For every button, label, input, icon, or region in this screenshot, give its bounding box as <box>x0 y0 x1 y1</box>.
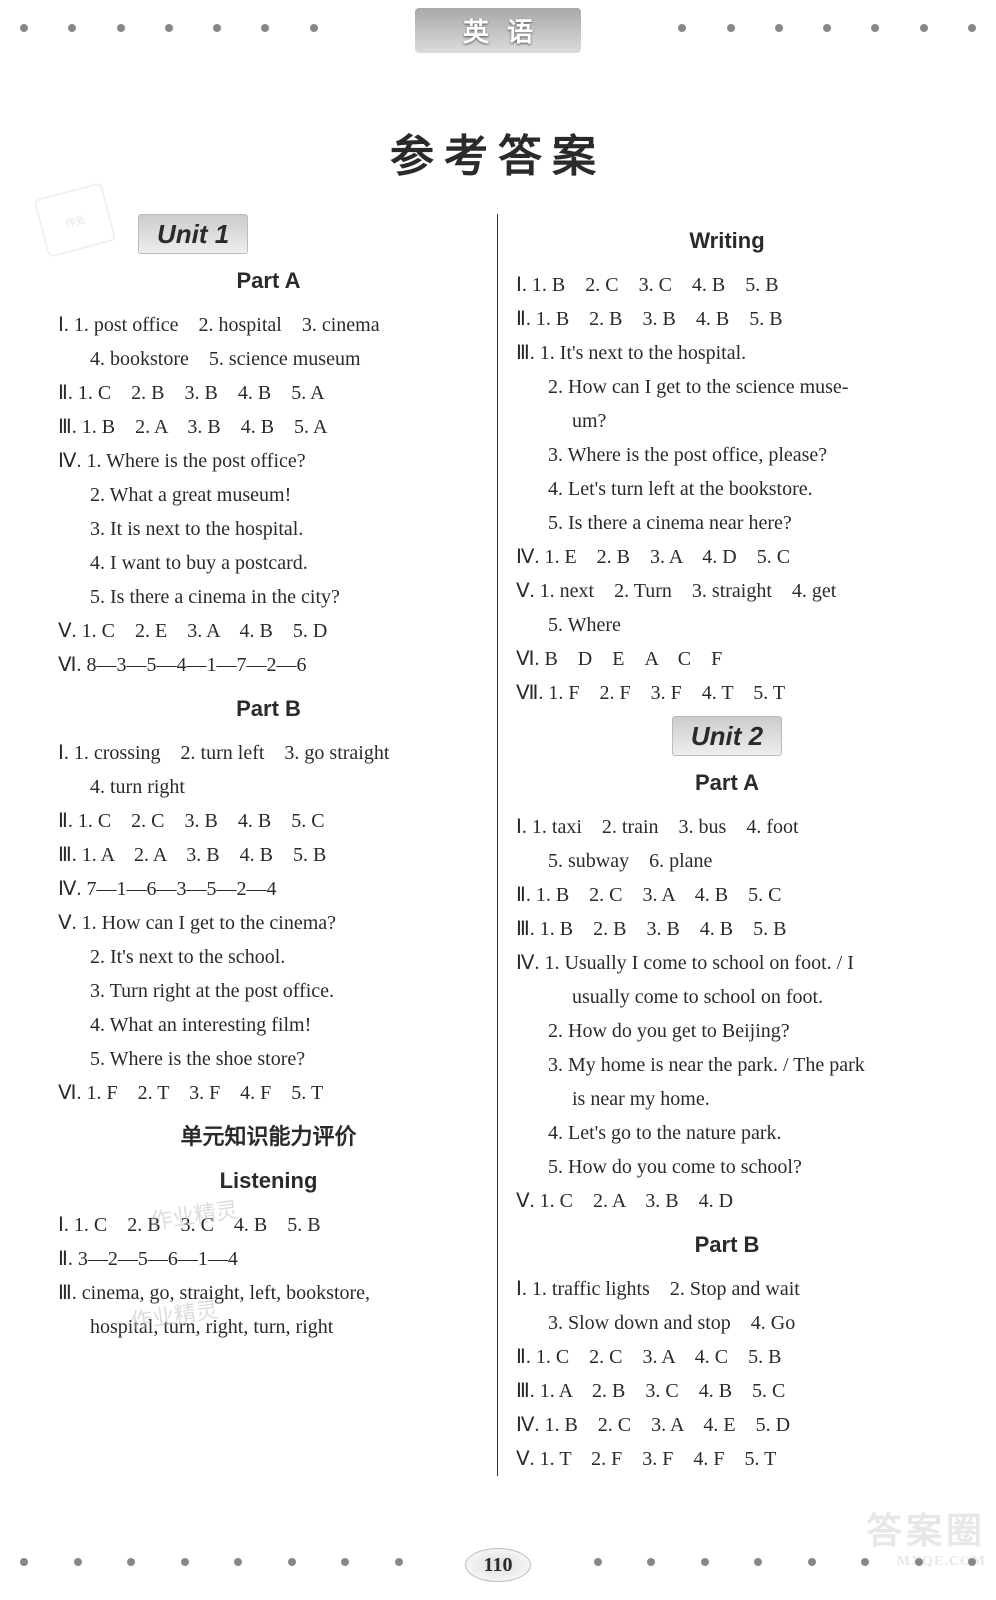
answer-line: Ⅳ. 1. Usually I come to school on foot. … <box>516 946 938 980</box>
answer-line: 5. Is there a cinema in the city? <box>58 580 479 614</box>
partA2-title: Part A <box>516 766 938 800</box>
answer-line: 2. It's next to the school. <box>58 940 479 974</box>
page-number: 110 <box>465 1548 531 1582</box>
answer-line: 3. My home is near the park. / The park <box>516 1048 938 1082</box>
answer-line: 5. How do you come to school? <box>516 1150 938 1184</box>
answer-line: Ⅱ. 1. B 2. B 3. B 4. B 5. B <box>516 302 938 336</box>
answer-line: 4. turn right <box>58 770 479 804</box>
answer-line: 5. Is there a cinema near here? <box>516 506 938 540</box>
answer-line: Ⅵ. B D E A C F <box>516 642 938 676</box>
answer-line: 5. Where <box>516 608 938 642</box>
answer-line: 4. I want to buy a postcard. <box>58 546 479 580</box>
partB2-title: Part B <box>516 1228 938 1262</box>
answer-line: Ⅵ. 8—3—5—4—1—7—2—6 <box>58 648 479 682</box>
answer-line: Ⅳ. 1. E 2. B 3. A 4. D 5. C <box>516 540 938 574</box>
answer-line: Ⅲ. cinema, go, straight, left, bookstore… <box>58 1276 479 1310</box>
unit-eval-title: 单元知识能力评价 <box>58 1120 479 1154</box>
answer-line: 5. subway 6. plane <box>516 844 938 878</box>
answer-line: 4. Let's turn left at the bookstore. <box>516 472 938 506</box>
answer-line: 5. Where is the shoe store? <box>58 1042 479 1076</box>
answer-line: Ⅴ. 1. T 2. F 3. F 4. F 5. T <box>516 1442 938 1476</box>
answer-line: Ⅱ. 1. C 2. C 3. B 4. B 5. C <box>58 804 479 838</box>
answer-line: Ⅰ. 1. taxi 2. train 3. bus 4. foot <box>516 810 938 844</box>
answer-line: usually come to school on foot. <box>516 980 938 1014</box>
subject-badge: 英语 <box>415 8 581 53</box>
answer-line: Ⅲ. 1. It's next to the hospital. <box>516 336 938 370</box>
watermark-cn: 答案圈 <box>866 1511 986 1551</box>
answer-line: Ⅳ. 1. Where is the post office? <box>58 444 479 478</box>
listening-title: Listening <box>58 1164 479 1198</box>
answer-line: Ⅰ. 1. B 2. C 3. C 4. B 5. B <box>516 268 938 302</box>
answer-line: Ⅲ. 1. A 2. A 3. B 4. B 5. B <box>58 838 479 872</box>
answer-line: Ⅱ. 1. B 2. C 3. A 4. B 5. C <box>516 878 938 912</box>
answer-line: Ⅳ. 7—1—6—3—5—2—4 <box>58 872 479 906</box>
answer-line: Ⅰ. 1. traffic lights 2. Stop and wait <box>516 1272 938 1306</box>
answer-line: Ⅴ. 1. C 2. A 3. B 4. D <box>516 1184 938 1218</box>
answer-line: 4. Let's go to the nature park. <box>516 1116 938 1150</box>
answer-line: 3. Turn right at the post office. <box>58 974 479 1008</box>
content-columns: Unit 1 Part A Ⅰ. 1. post office 2. hospi… <box>0 214 996 1476</box>
answer-line: Ⅴ. 1. How can I get to the cinema? <box>58 906 479 940</box>
answer-line: Ⅵ. 1. F 2. T 3. F 4. F 5. T <box>58 1076 479 1110</box>
answer-line: 3. Slow down and stop 4. Go <box>516 1306 938 1340</box>
answer-line: Ⅳ. 1. B 2. C 3. A 4. E 5. D <box>516 1408 938 1442</box>
answer-line: um? <box>516 404 938 438</box>
answer-line: Ⅰ. 1. crossing 2. turn left 3. go straig… <box>58 736 479 770</box>
page-footer: 110 <box>0 1538 996 1588</box>
answer-line: 2. How do you get to Beijing? <box>516 1014 938 1048</box>
top-banner: 英语 <box>0 0 996 60</box>
answer-line: Ⅲ. 1. B 2. B 3. B 4. B 5. B <box>516 912 938 946</box>
answer-line: 4. What an interesting film! <box>58 1008 479 1042</box>
answer-line: Ⅶ. 1. F 2. F 3. F 4. T 5. T <box>516 676 938 710</box>
partB-title: Part B <box>58 692 479 726</box>
answer-line: 2. How can I get to the science muse- <box>516 370 938 404</box>
answer-line: hospital, turn, right, turn, right <box>58 1310 479 1344</box>
answer-line: Ⅰ. 1. C 2. B 3. C 4. B 5. B <box>58 1208 479 1242</box>
answer-line: Ⅱ. 1. C 2. B 3. B 4. B 5. A <box>58 376 479 410</box>
answer-line: is near my home. <box>516 1082 938 1116</box>
answer-line: Ⅰ. 1. post office 2. hospital 3. cinema <box>58 308 479 342</box>
left-column: Unit 1 Part A Ⅰ. 1. post office 2. hospi… <box>40 214 498 1476</box>
unit1-label: Unit 1 <box>138 214 248 254</box>
answer-line: 2. What a great museum! <box>58 478 479 512</box>
answer-line: Ⅲ. 1. B 2. A 3. B 4. B 5. A <box>58 410 479 444</box>
answer-line: Ⅱ. 3—2—5—6—1—4 <box>58 1242 479 1276</box>
answer-line: Ⅴ. 1. next 2. Turn 3. straight 4. get <box>516 574 938 608</box>
answer-line: Ⅴ. 1. C 2. E 3. A 4. B 5. D <box>58 614 479 648</box>
partA-title: Part A <box>58 264 479 298</box>
answer-line: 3. Where is the post office, please? <box>516 438 938 472</box>
answer-line: 4. bookstore 5. science museum <box>58 342 479 376</box>
answer-line: Ⅲ. 1. A 2. B 3. C 4. B 5. C <box>516 1374 938 1408</box>
unit2-label: Unit 2 <box>672 716 782 756</box>
answer-line: 3. It is next to the hospital. <box>58 512 479 546</box>
answer-line: Ⅱ. 1. C 2. C 3. A 4. C 5. B <box>516 1340 938 1374</box>
writing-title: Writing <box>516 224 938 258</box>
right-column: Writing Ⅰ. 1. B 2. C 3. C 4. B 5. B Ⅱ. 1… <box>498 214 956 1476</box>
page-title: 参考答案 <box>0 120 996 184</box>
